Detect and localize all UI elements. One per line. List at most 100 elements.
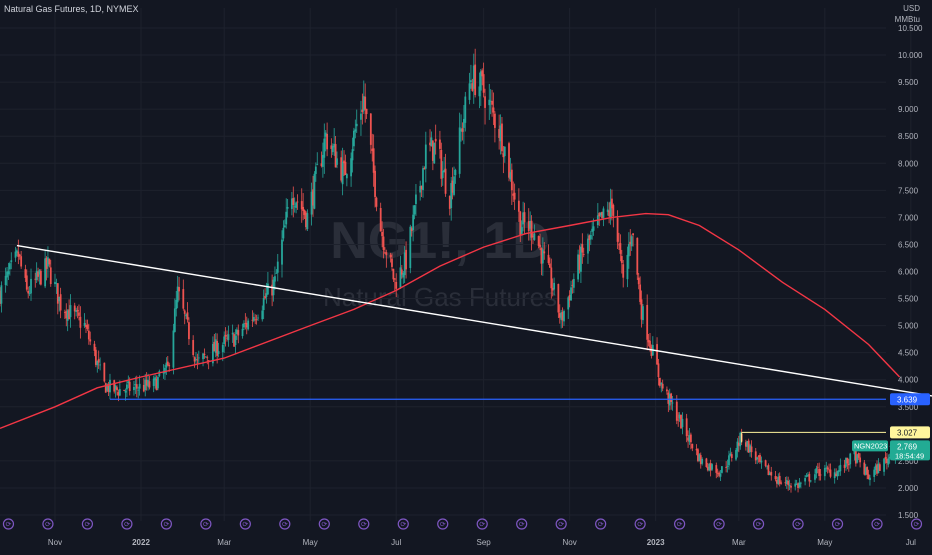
- candle-down: [206, 357, 209, 359]
- candle-up: [355, 123, 358, 127]
- candle-down: [213, 341, 216, 352]
- event-icon-glyph: ⟳: [558, 522, 564, 529]
- candle-up: [323, 138, 326, 158]
- candle-up: [489, 100, 492, 102]
- candle-down: [104, 383, 107, 393]
- candle-down: [391, 258, 393, 267]
- candle-up: [883, 458, 885, 472]
- candle-down: [680, 414, 682, 429]
- candle-up: [798, 482, 801, 488]
- candle-down: [658, 377, 661, 386]
- candle-up: [55, 283, 58, 284]
- candle-down: [431, 140, 434, 161]
- event-icon-glyph: ⟳: [598, 522, 604, 529]
- candle-up: [509, 172, 512, 180]
- candle-down: [379, 208, 382, 232]
- x-tick-label: May: [303, 538, 318, 547]
- event-icon: [397, 518, 409, 530]
- candle-down: [561, 312, 564, 321]
- candle-up: [735, 450, 737, 460]
- candle-down: [344, 161, 347, 176]
- time-axis[interactable]: Nov 2022 Mar May Jul Sep Nov 2023 Mar May Jul: [48, 538, 916, 547]
- candle-up: [795, 483, 798, 485]
- event-icon-glyph: ⟳: [835, 522, 841, 529]
- candle-up: [823, 467, 826, 477]
- candle-up: [470, 80, 472, 83]
- candle-down: [502, 153, 505, 158]
- unit-label: MMBtu: [894, 15, 920, 24]
- candle-down: [78, 312, 80, 316]
- candle-up: [698, 454, 701, 462]
- candle-up: [313, 173, 316, 209]
- candle-up: [864, 467, 867, 475]
- event-icon-glyph: ⟳: [400, 522, 406, 529]
- candle-up: [642, 306, 644, 321]
- candle-down: [17, 251, 20, 257]
- candle-up: [580, 246, 582, 272]
- candle-up: [560, 312, 563, 320]
- candle-down: [369, 113, 372, 145]
- level-price-tag: [890, 426, 930, 439]
- candle-down: [244, 323, 247, 324]
- price-axis[interactable]: 10.500 10.000 9.500 9.000 8.500 8.000 7.500 7.0…: [852, 24, 930, 520]
- candle-up: [4, 275, 7, 286]
- candle-up: [768, 472, 771, 475]
- event-icon: [476, 518, 488, 530]
- candle-up: [681, 418, 684, 428]
- y-tick-label: 2.000: [898, 484, 919, 493]
- candle-down: [142, 384, 145, 392]
- candle-up: [281, 239, 283, 265]
- candle-down: [405, 249, 407, 270]
- candle-up: [265, 293, 268, 297]
- candle-down: [89, 339, 92, 342]
- candle-down: [718, 472, 720, 476]
- candle-down: [372, 148, 375, 173]
- candle-down: [778, 475, 781, 484]
- event-icon: [318, 518, 330, 530]
- event-icon-glyph: ⟳: [519, 522, 525, 529]
- symbol-title[interactable]: Natural Gas Futures, 1D, NYMEX: [4, 4, 139, 14]
- event-icon: [555, 518, 567, 530]
- candle-up: [351, 149, 354, 161]
- candle-up: [276, 261, 279, 273]
- candle-down: [474, 64, 477, 96]
- candle-down: [716, 473, 719, 474]
- candle-down: [601, 211, 603, 219]
- candle-down: [551, 287, 554, 291]
- candle-down: [420, 185, 423, 190]
- candle-down: [866, 466, 869, 475]
- candle-down: [547, 254, 550, 263]
- candle-down: [639, 284, 642, 302]
- candle-up: [152, 378, 155, 387]
- candle-up: [247, 320, 250, 330]
- candle-up: [412, 214, 415, 231]
- candle-down: [25, 275, 28, 290]
- event-icon: [516, 518, 528, 530]
- candle-up: [316, 164, 319, 166]
- candle-up: [176, 286, 179, 303]
- event-icon: [200, 518, 212, 530]
- candle-up: [450, 183, 453, 209]
- candle-up: [158, 371, 161, 377]
- y-tick-label: 8.000: [898, 159, 919, 168]
- candle-down: [439, 139, 441, 149]
- candle-down: [395, 281, 398, 289]
- candle-up: [736, 441, 739, 452]
- candle-up: [458, 127, 461, 174]
- candle-down: [440, 149, 443, 179]
- candle-down: [178, 287, 180, 292]
- candle-up: [606, 209, 609, 212]
- candle-up: [165, 362, 168, 368]
- candle-up: [266, 283, 269, 295]
- candle-up: [749, 445, 752, 452]
- candle-down: [808, 473, 811, 482]
- candle-down: [461, 128, 464, 132]
- candle-down: [629, 241, 632, 245]
- candle-down: [429, 142, 431, 146]
- candle-down: [48, 258, 51, 265]
- candle-down: [784, 482, 787, 484]
- candle-down: [543, 251, 546, 254]
- candle-down: [382, 236, 385, 250]
